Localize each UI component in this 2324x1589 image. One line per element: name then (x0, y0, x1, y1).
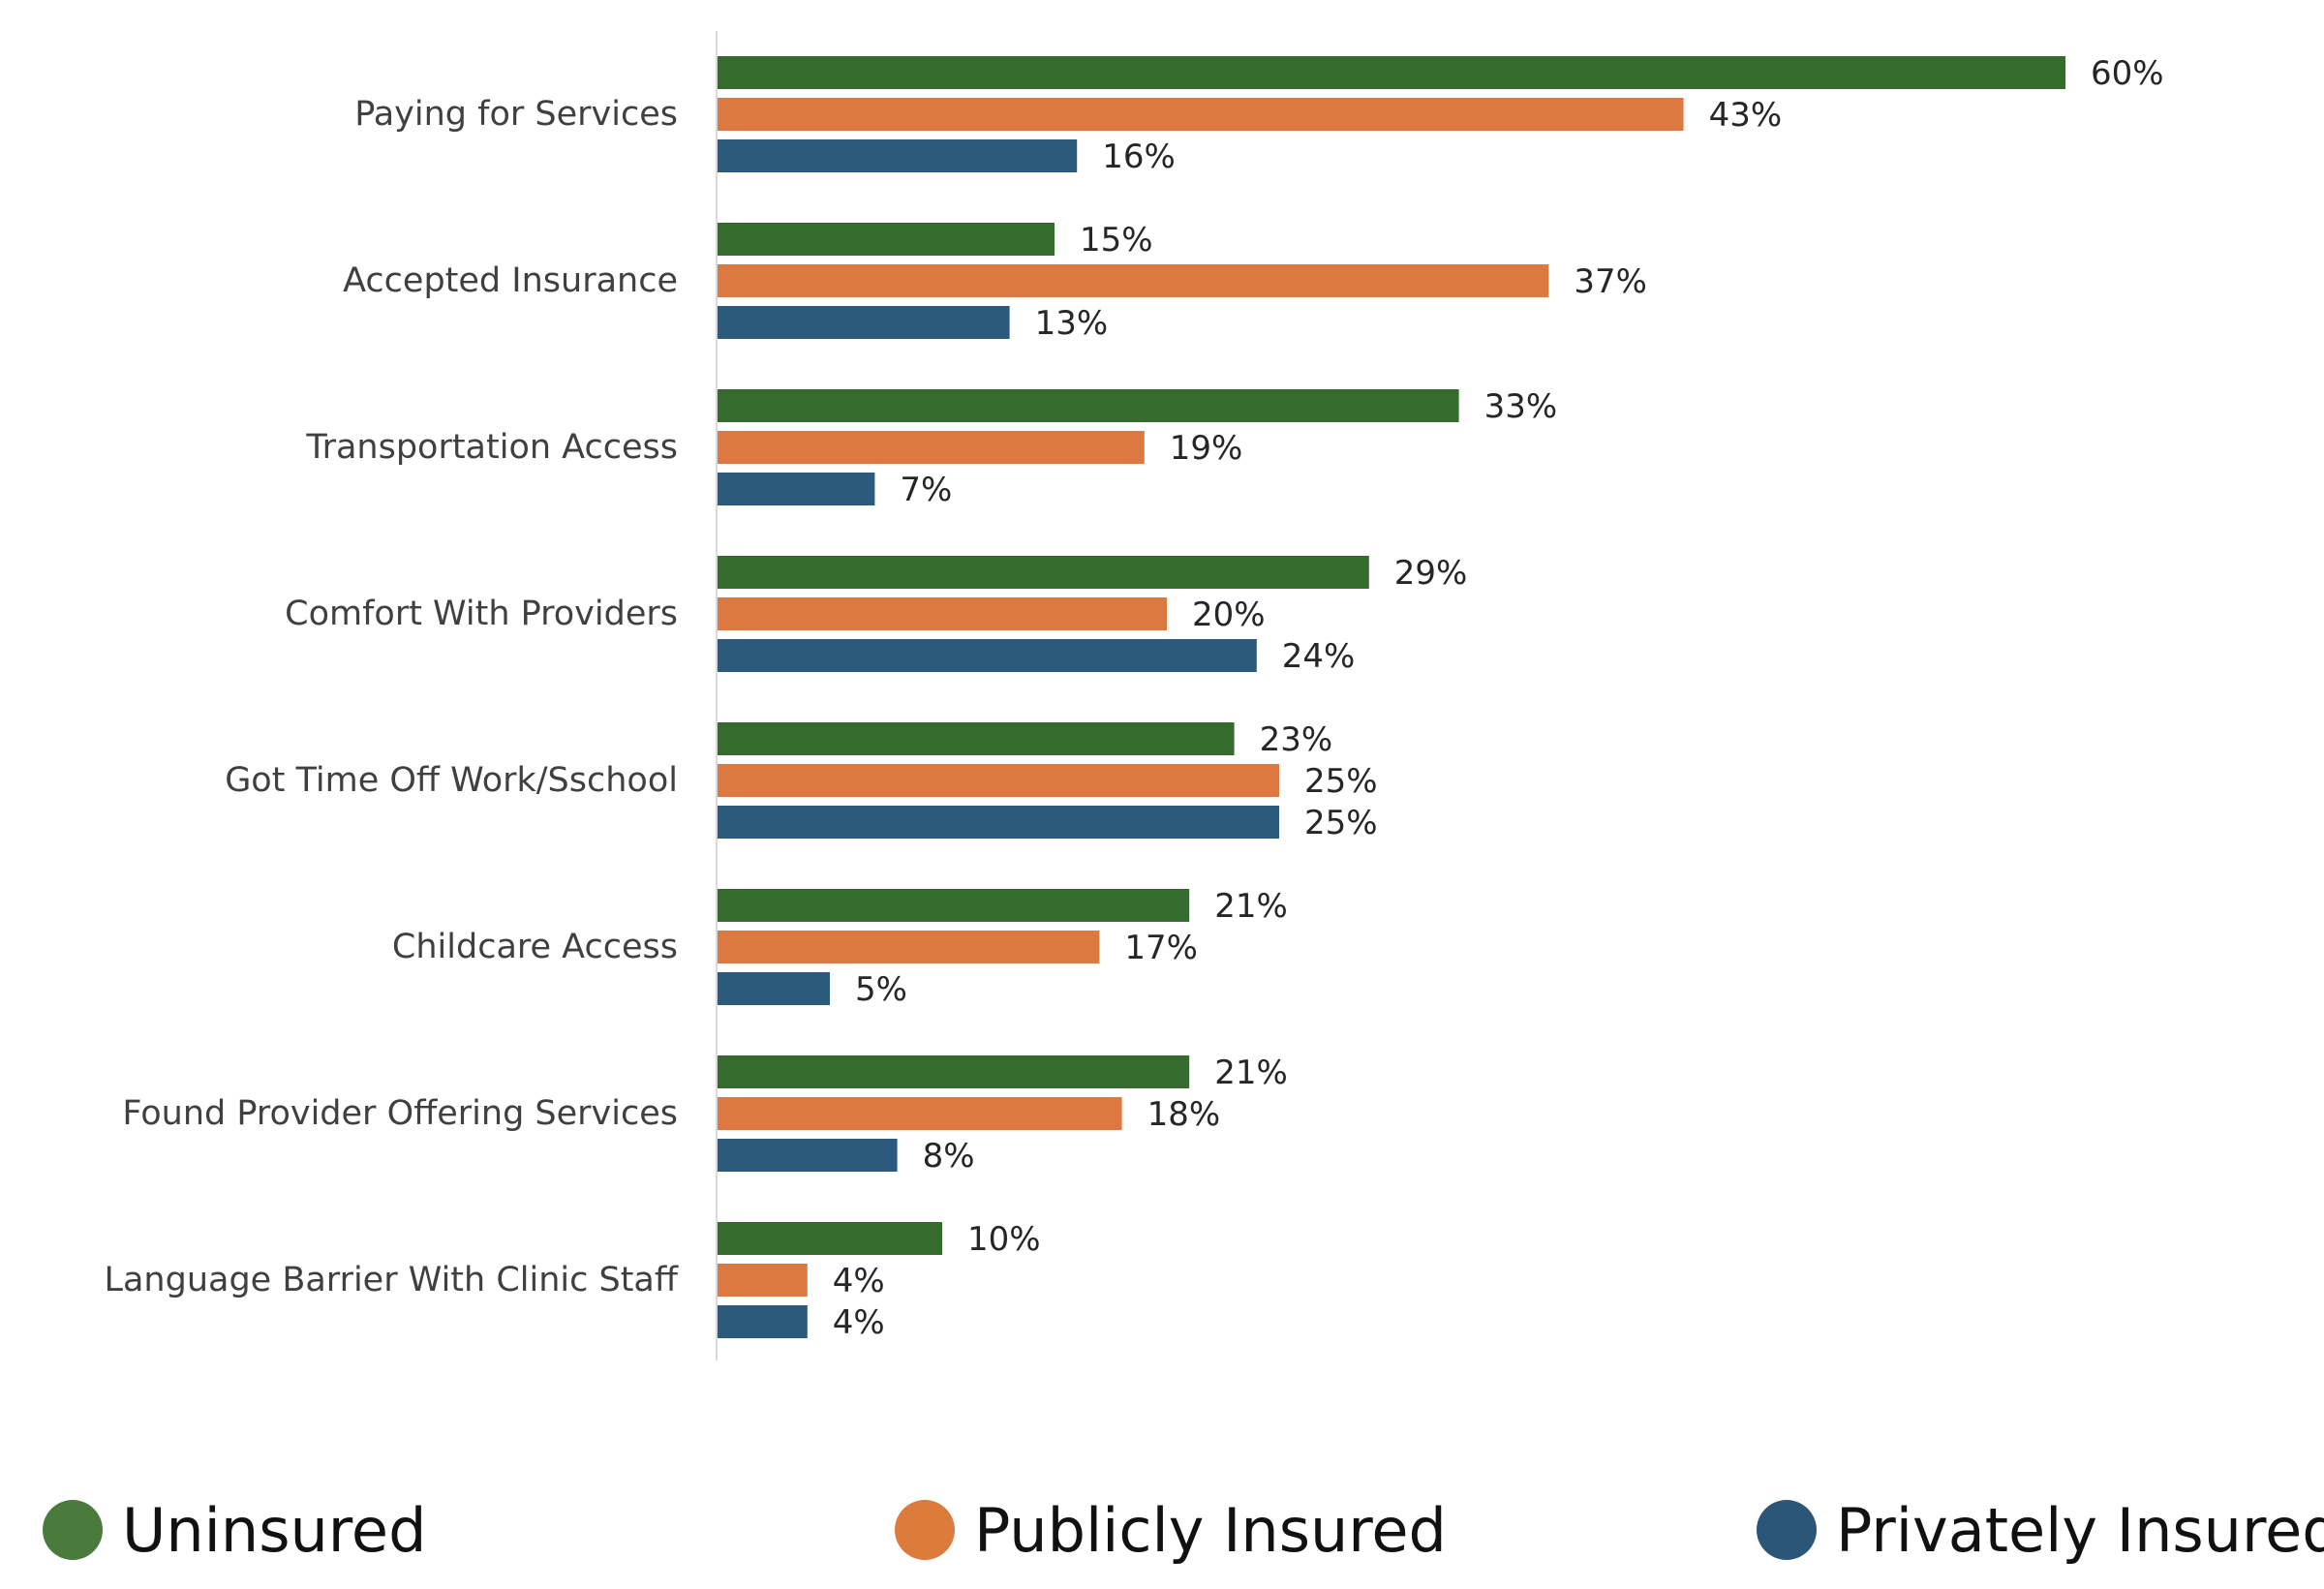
bar-publicly-insured-paying-for-services (718, 98, 1684, 131)
bar-uninsured-language-barrier-with-clinic-staff (718, 1222, 942, 1255)
legend-swatch-privately-insured (1757, 1500, 1817, 1560)
bar-group-childcare-access: Childcare Access 21% 17% 5% (392, 887, 1288, 1009)
data-label-privately-insured-childcare-access: 5% (855, 970, 907, 1009)
bar-group-comfort-with-providers: Comfort With Providers 29% 20% 24% (285, 554, 1467, 676)
bar-privately-insured-found-provider-offering-services (718, 1139, 898, 1172)
category-label: Language Barrier With Clinic Staff (104, 1261, 678, 1299)
bar-publicly-insured-language-barrier-with-clinic-staff (718, 1264, 808, 1297)
legend-item-publicly-insured: Publicly Insured (895, 1482, 1447, 1578)
data-label-publicly-insured-transportation-access: 19% (1170, 429, 1243, 468)
legend-swatch-uninsured (43, 1500, 103, 1560)
data-label-uninsured-accepted-insurance: 15% (1080, 221, 1153, 260)
chart-area: Paying for Services 60% 43% 16% Accepted Ins… (104, 31, 2164, 1360)
bar-publicly-insured-comfort-with-providers (718, 597, 1167, 630)
data-label-publicly-insured-childcare-access: 17% (1124, 929, 1198, 967)
data-label-uninsured-transportation-access: 33% (1484, 387, 1558, 426)
bar-privately-insured-transportation-access (718, 473, 875, 505)
data-label-publicly-insured-got-time-off-work-sschool: 25% (1304, 762, 1378, 801)
data-label-privately-insured-got-time-off-work-sschool: 25% (1304, 804, 1378, 842)
data-label-uninsured-comfort-with-providers: 29% (1394, 554, 1468, 593)
data-label-privately-insured-accepted-insurance: 13% (1035, 304, 1109, 343)
bar-group-paying-for-services: Paying for Services 60% 43% 16% (354, 54, 2163, 176)
bar-uninsured-accepted-insurance (718, 223, 1055, 256)
legend-item-uninsured: Uninsured (43, 1482, 426, 1578)
bar-publicly-insured-got-time-off-work-sschool (718, 764, 1279, 797)
bar-privately-insured-got-time-off-work-sschool (718, 806, 1279, 839)
bar-group-found-provider-offering-services: Found Provider Offering Services 21%18% 8% (122, 1054, 1287, 1176)
data-label-privately-insured-paying-for-services: 16% (1102, 138, 1176, 176)
legend-label-publicly-insured: Publicly Insured (974, 1494, 1447, 1566)
data-label-publicly-insured-paying-for-services: 43% (1709, 96, 1783, 135)
bar-publicly-insured-childcare-access (718, 931, 1100, 963)
legend-item-privately-insured: Privately Insured (1757, 1482, 2324, 1578)
data-label-publicly-insured-found-provider-offering-services: 18% (1147, 1095, 1221, 1134)
bar-publicly-insured-found-provider-offering-services (718, 1097, 1122, 1130)
bar-privately-insured-childcare-access (718, 972, 830, 1005)
data-label-uninsured-found-provider-offering-services: 21% (1214, 1054, 1288, 1092)
data-label-publicly-insured-comfort-with-providers: 20% (1192, 596, 1266, 634)
data-label-privately-insured-transportation-access: 7% (900, 471, 952, 509)
data-label-publicly-insured-accepted-insurance: 37% (1574, 262, 1647, 301)
bar-privately-insured-accepted-insurance (718, 306, 1010, 339)
bar-uninsured-paying-for-services (718, 56, 2065, 89)
category-label: Transportation Access (305, 428, 678, 467)
bar-uninsured-comfort-with-providers (718, 556, 1369, 589)
bar-group-language-barrier-with-clinic-staff: Language Barrier With Clinic Staff 10% 4%4… (104, 1220, 1040, 1342)
bar-publicly-insured-accepted-insurance (718, 264, 1549, 297)
category-label: Accepted Insurance (343, 261, 678, 300)
category-label: Paying for Services (354, 95, 678, 134)
bar-publicly-insured-transportation-access (718, 431, 1145, 464)
legend-label-privately-insured: Privately Insured (1836, 1494, 2324, 1566)
data-label-privately-insured-language-barrier-with-clinic-staff: 4% (833, 1303, 885, 1342)
bar-chart: Paying for Services 60% 43% 16% Accepted Ins… (104, 31, 2164, 1360)
category-label: Got Time Off Work/Sschool (225, 761, 678, 800)
bar-privately-insured-comfort-with-providers (718, 639, 1257, 672)
data-label-uninsured-paying-for-services: 60% (2091, 54, 2164, 93)
data-label-privately-insured-comfort-with-providers: 24% (1282, 637, 1356, 676)
category-label: Childcare Access (392, 928, 678, 966)
category-label: Comfort With Providers (285, 595, 678, 633)
bar-group-accepted-insurance: Accepted Insurance 15% 37% 13% (343, 221, 1647, 343)
data-label-privately-insured-found-provider-offering-services: 8% (923, 1137, 975, 1176)
legend-swatch-publicly-insured (895, 1500, 955, 1560)
bar-group-transportation-access: Transportation Access 33% 19% 7% (305, 387, 1557, 509)
category-label: Found Provider Offering Services (122, 1094, 678, 1133)
legend-label-uninsured: Uninsured (122, 1494, 427, 1566)
bar-uninsured-transportation-access (718, 389, 1459, 422)
bar-privately-insured-language-barrier-with-clinic-staff (718, 1305, 808, 1338)
bar-uninsured-found-provider-offering-services (718, 1055, 1190, 1088)
data-label-uninsured-language-barrier-with-clinic-staff: 10% (967, 1220, 1041, 1259)
legend: Uninsured Publicly Insured Privately Ins… (0, 1482, 2324, 1578)
bar-uninsured-childcare-access (718, 889, 1190, 922)
data-label-uninsured-got-time-off-work-sschool: 23% (1260, 720, 1333, 759)
data-label-publicly-insured-language-barrier-with-clinic-staff: 4% (833, 1262, 885, 1300)
bar-uninsured-got-time-off-work-sschool (718, 722, 1235, 755)
data-label-uninsured-childcare-access: 21% (1214, 887, 1288, 926)
bar-privately-insured-paying-for-services (718, 139, 1078, 172)
